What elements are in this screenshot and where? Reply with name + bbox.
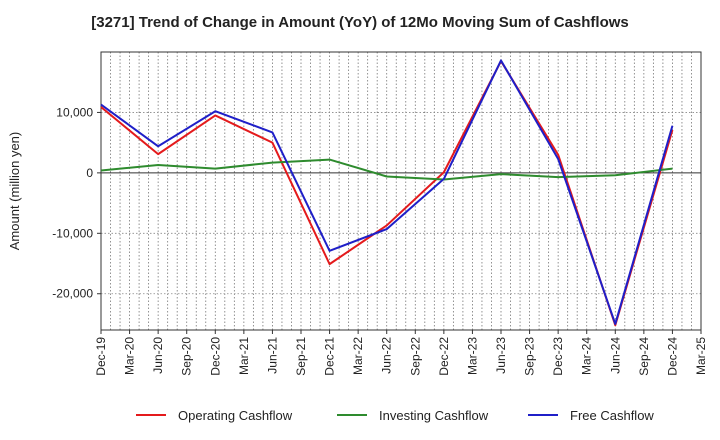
y-axis-label: Amount (million yen) <box>7 132 22 251</box>
x-tick-label: Mar-22 <box>351 337 365 375</box>
legend-label: Free Cashflow <box>570 408 654 423</box>
x-tick-label: Mar-20 <box>123 337 137 375</box>
x-tick-label: Sep-24 <box>637 337 651 376</box>
x-tick-label: Jun-20 <box>151 337 165 374</box>
chart-title: [3271] Trend of Change in Amount (YoY) o… <box>91 14 629 31</box>
y-tick-label: -20,000 <box>52 287 93 301</box>
x-tick-label: Mar-21 <box>237 337 251 375</box>
y-tick-label: -10,000 <box>52 226 93 240</box>
x-tick-label: Mar-24 <box>580 337 594 375</box>
x-tick-label: Dec-24 <box>665 337 679 376</box>
x-tick-label: Dec-20 <box>208 337 222 376</box>
series-line-free-cashflow <box>100 59 674 325</box>
x-tick-label: Sep-22 <box>408 337 422 376</box>
x-tick-label: Sep-21 <box>294 337 308 376</box>
series-line-investing-cashflow <box>100 158 673 181</box>
y-tick-label: 0 <box>86 166 93 180</box>
x-tick-label: Sep-23 <box>523 337 537 376</box>
x-tick-label: Jun-24 <box>608 337 622 374</box>
legend-label: Investing Cashflow <box>379 408 489 423</box>
x-tick-label: Sep-20 <box>180 337 194 376</box>
x-tick-label: Dec-23 <box>551 337 565 376</box>
x-tick-label: Mar-23 <box>465 337 479 375</box>
x-tick-label: Mar-25 <box>694 337 708 375</box>
plot-frame <box>100 51 702 331</box>
x-tick-label: Jun-23 <box>494 337 508 374</box>
x-tick-label: Jun-21 <box>265 337 279 374</box>
legend-label: Operating Cashflow <box>178 408 293 423</box>
x-tick-label: Jun-22 <box>380 337 394 374</box>
x-tick-label: Dec-21 <box>323 337 337 376</box>
x-tick-label: Dec-19 <box>94 337 108 376</box>
y-tick-label: 10,000 <box>56 105 93 119</box>
x-tick-label: Dec-22 <box>437 337 451 376</box>
